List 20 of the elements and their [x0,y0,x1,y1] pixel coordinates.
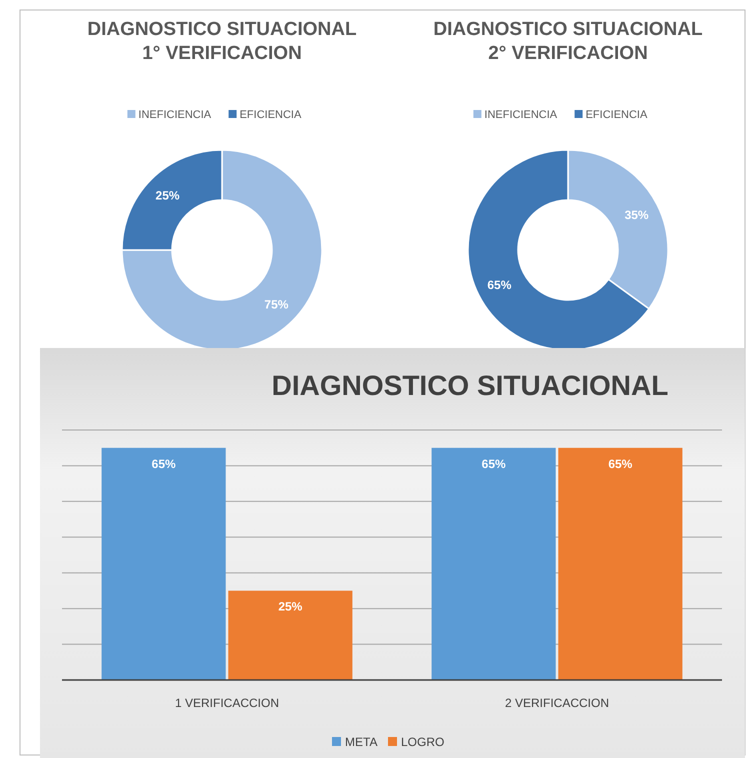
chart-title: DIAGNOSTICO SITUACIONAL 2° VERIFICACION [433,19,703,64]
donut-slice [121,149,323,351]
legend-label: EFICIENCIA [586,109,648,121]
data-label: 25% [156,188,180,203]
data-label: 35% [624,208,649,222]
x-tick-label: 1 VERIFICACCION [174,696,280,710]
data-label: 65% [482,456,506,471]
legend-label: INEFICIENCIA [484,109,558,121]
data-label: 65% [487,278,512,292]
legend-label: INEFICIENCIA [138,109,212,121]
chart-title: DIAGNOSTICO SITUACIONAL 1° VERIFICACION [87,19,357,64]
legend-label: EFICIENCIA [240,109,302,121]
legend-label: META [345,735,378,749]
data-label: 75% [264,297,289,312]
x-tick-label: 2 VERIFICACCION [504,696,610,710]
legend-label: LOGRO [401,735,444,749]
chart-title: DIAGNOSTICO SITUACIONAL [272,370,668,401]
data-label: 25% [278,600,303,614]
data-label: 65% [152,456,176,471]
data-label: 65% [608,456,633,471]
